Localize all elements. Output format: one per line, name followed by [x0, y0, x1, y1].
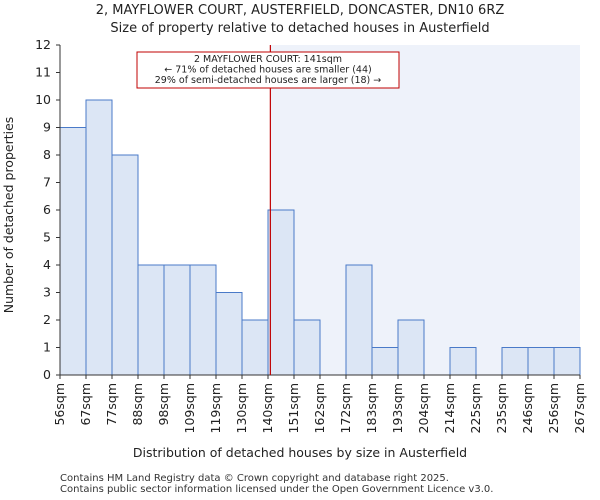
- y-tick-label: 11: [35, 65, 51, 80]
- y-tick-label: 6: [43, 202, 51, 217]
- x-tick-label: 130sqm: [234, 383, 249, 433]
- bar-119sqm: [215, 292, 243, 376]
- x-tick-label: 193sqm: [390, 383, 405, 433]
- y-tick-label: 4: [43, 257, 51, 272]
- y-tick-label: 8: [43, 147, 51, 162]
- bar-67sqm: [85, 99, 113, 376]
- annotation-line3: 29% of semi-detached houses are larger (…: [155, 75, 382, 86]
- y-tick-label: 0: [43, 367, 51, 382]
- bar-193sqm: [397, 319, 425, 376]
- x-tick-label: 162sqm: [312, 383, 327, 433]
- x-tick-label: 56sqm: [52, 383, 67, 426]
- bar-56sqm: [59, 127, 87, 376]
- y-axis-title: Number of detached properties: [1, 117, 16, 314]
- y-tick-label: 7: [43, 175, 51, 190]
- y-tick-label: 12: [35, 37, 51, 52]
- shaded-region: [270, 45, 580, 375]
- bar-151sqm: [293, 319, 321, 376]
- y-tick-label: 9: [43, 120, 51, 135]
- x-tick-label: 109sqm: [182, 383, 197, 433]
- bar-77sqm: [111, 154, 139, 376]
- bar-109sqm: [189, 264, 217, 376]
- chart-title-line1: 2, MAYFLOWER COURT, AUSTERFIELD, DONCAST…: [96, 3, 505, 18]
- x-tick-label: 267sqm: [572, 383, 587, 433]
- chart-title-line2: Size of property relative to detached ho…: [110, 21, 489, 36]
- x-tick-label: 172sqm: [338, 383, 353, 433]
- y-tick-label: 5: [43, 230, 51, 245]
- x-tick-label: 256sqm: [546, 383, 561, 433]
- bar-183sqm: [371, 347, 399, 376]
- x-tick-label: 183sqm: [364, 383, 379, 433]
- bar-214sqm: [449, 347, 477, 376]
- x-tick-label: 119sqm: [208, 383, 223, 433]
- annotation-line2: ← 71% of detached houses are smaller (44…: [164, 65, 371, 76]
- x-tick-label: 225sqm: [468, 383, 483, 433]
- annotation-line1: 2 MAYFLOWER COURT: 141sqm: [194, 54, 342, 65]
- y-tick-label: 1: [43, 340, 51, 355]
- bar-88sqm: [137, 264, 165, 376]
- x-tick-label: 67sqm: [78, 383, 93, 426]
- bar-256sqm: [553, 347, 581, 376]
- annotation-box: [136, 51, 400, 89]
- y-tick-label: 3: [43, 285, 51, 300]
- x-tick-label: 98sqm: [156, 383, 171, 426]
- bar-235sqm: [501, 347, 529, 376]
- x-axis-title: Distribution of detached houses by size …: [133, 445, 467, 460]
- y-tick-label: 10: [35, 92, 51, 107]
- bar-130sqm: [241, 319, 269, 376]
- x-tick-label: 140sqm: [260, 383, 275, 433]
- x-tick-label: 246sqm: [520, 383, 535, 433]
- footer-line1: Contains HM Land Registry data © Crown c…: [60, 473, 449, 484]
- x-tick-label: 88sqm: [130, 383, 145, 426]
- x-tick-label: 77sqm: [104, 383, 119, 426]
- y-tick-label: 2: [43, 312, 51, 327]
- bar-246sqm: [527, 347, 555, 376]
- x-tick-label: 204sqm: [416, 383, 431, 433]
- footer-line2: Contains public sector information licen…: [60, 484, 494, 495]
- bar-98sqm: [163, 264, 191, 376]
- x-tick-label: 151sqm: [286, 383, 301, 433]
- bar-172sqm: [345, 264, 373, 376]
- x-tick-label: 214sqm: [442, 383, 457, 433]
- x-tick-label: 235sqm: [494, 383, 509, 433]
- bar-140sqm: [267, 209, 295, 376]
